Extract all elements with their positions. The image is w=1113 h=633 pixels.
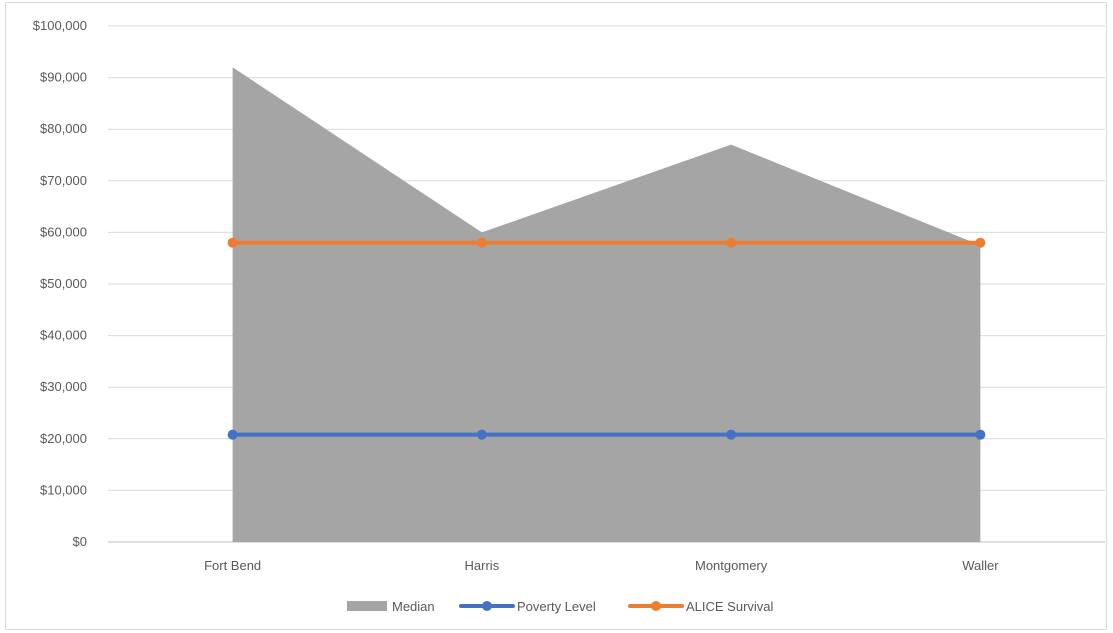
legend-label-median: Median [392, 599, 435, 614]
y-tick-label: $0 [73, 534, 87, 549]
legend-label-alice-survival: ALICE Survival [686, 599, 774, 614]
x-tick-label: Waller [962, 558, 999, 573]
point-alice-survival [726, 237, 737, 248]
point-poverty-level [476, 429, 487, 440]
legend-marker-poverty-level [482, 601, 492, 611]
x-tick-label: Harris [465, 558, 500, 573]
y-tick-label: $40,000 [40, 328, 87, 343]
y-tick-label: $10,000 [40, 482, 87, 497]
legend-label-poverty-level: Poverty Level [517, 599, 596, 614]
point-alice-survival [975, 237, 986, 248]
y-tick-label: $100,000 [33, 18, 87, 33]
point-poverty-level [227, 429, 238, 440]
point-alice-survival [227, 237, 238, 248]
y-tick-label: $70,000 [40, 173, 87, 188]
point-poverty-level [975, 429, 986, 440]
point-poverty-level [726, 429, 737, 440]
area-median [232, 67, 981, 542]
y-tick-label: $50,000 [40, 276, 87, 291]
y-tick-label: $80,000 [40, 121, 87, 136]
point-alice-survival [476, 237, 487, 248]
y-tick-label: $60,000 [40, 224, 87, 239]
legend-marker-alice-survival [651, 601, 661, 611]
x-tick-label: Montgomery [695, 558, 768, 573]
y-tick-label: $90,000 [40, 70, 87, 85]
y-tick-label: $20,000 [40, 431, 87, 446]
legend-swatch-median [347, 601, 387, 611]
x-tick-label: Fort Bend [204, 558, 261, 573]
y-tick-label: $30,000 [40, 379, 87, 394]
